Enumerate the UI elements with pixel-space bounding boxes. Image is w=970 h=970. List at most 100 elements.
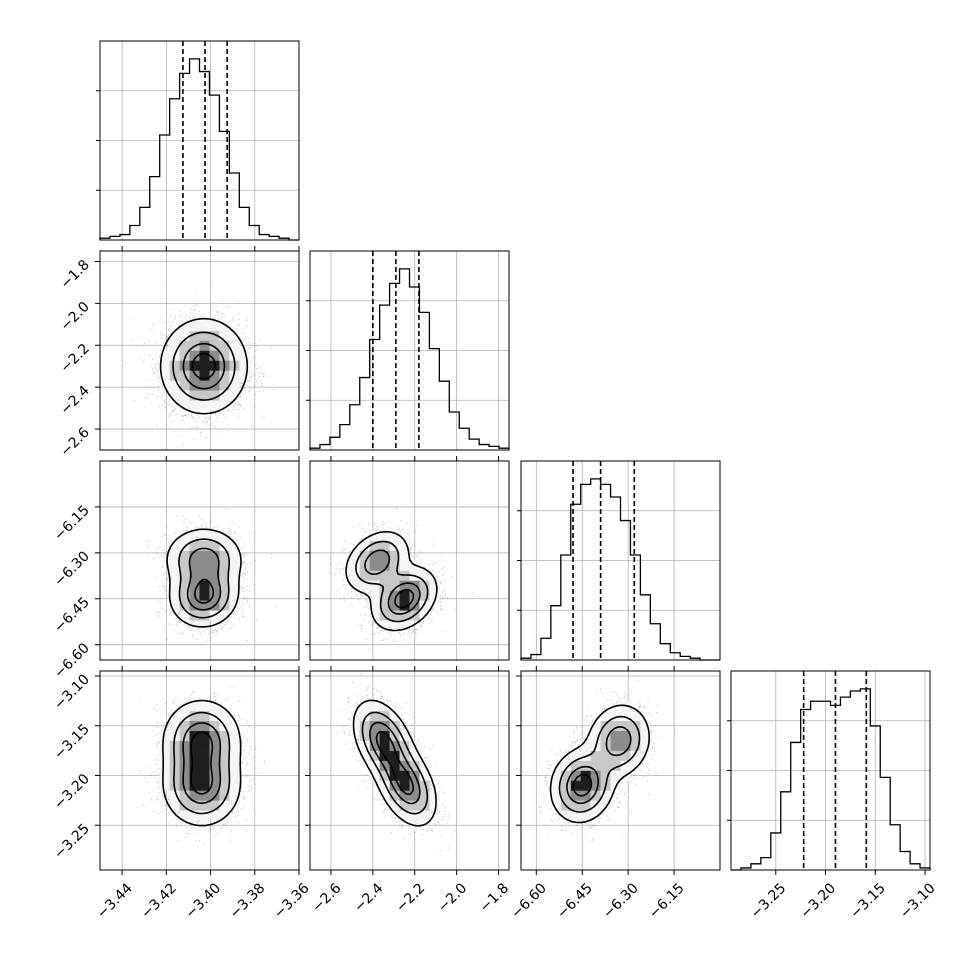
y-tick-label: −2.6	[57, 425, 92, 460]
density-cell	[359, 570, 370, 581]
density-cell	[630, 740, 641, 751]
density-cell	[179, 700, 190, 712]
density-cell	[399, 770, 410, 781]
density-cell	[219, 320, 230, 331]
density-cell	[379, 700, 390, 712]
density-cell	[429, 580, 440, 591]
density-cell	[169, 560, 180, 571]
density-cell	[199, 700, 210, 712]
density-cell	[640, 740, 651, 751]
density-cell	[209, 700, 220, 712]
density-cell	[610, 720, 621, 731]
contour-line	[162, 699, 242, 827]
density-cell	[389, 620, 400, 631]
density-cell	[419, 770, 430, 781]
density-cell	[209, 730, 220, 741]
contour-line	[190, 731, 214, 795]
x-tick-label: −3.40	[183, 880, 225, 922]
density-cell	[189, 330, 200, 341]
density-cell	[179, 600, 190, 611]
density-cell	[389, 790, 400, 801]
density-cell	[209, 770, 220, 781]
density-cell	[199, 380, 210, 391]
density-cell	[189, 370, 200, 381]
density-cell	[209, 720, 220, 731]
density-cell	[179, 350, 190, 361]
density-cell	[419, 800, 430, 811]
density-cell	[189, 320, 200, 331]
density-cell	[570, 760, 581, 771]
contour-line	[172, 331, 236, 401]
density-cell	[189, 790, 200, 801]
density-cell	[610, 740, 621, 751]
contour-line	[572, 773, 593, 797]
density-cell	[379, 780, 390, 791]
density-cell	[179, 780, 190, 791]
density-cell	[409, 750, 420, 761]
density-cell	[179, 320, 190, 331]
density-cell	[209, 400, 220, 411]
contour-line	[166, 528, 242, 628]
density-layer	[125, 283, 275, 446]
contour-line	[186, 547, 222, 611]
density-cell	[620, 720, 631, 731]
density-cell	[159, 770, 170, 781]
density-cell	[209, 780, 220, 791]
density-cell	[169, 710, 180, 722]
density-cell	[550, 800, 562, 811]
density-cell	[209, 540, 220, 551]
density-cell	[199, 600, 210, 611]
density-cell	[349, 580, 361, 591]
density-cell	[359, 700, 370, 712]
density-cell	[159, 780, 170, 791]
density-cell	[199, 790, 210, 801]
density-cell	[379, 540, 390, 551]
density-cell	[369, 530, 380, 541]
y-tick-label: −2.2	[57, 341, 92, 376]
contour-line	[369, 721, 421, 805]
density-cell	[169, 740, 180, 751]
density-cell	[399, 730, 410, 741]
density-cell	[199, 730, 210, 741]
density-cell	[379, 550, 390, 561]
density-cell	[229, 740, 240, 751]
density-cell	[389, 570, 400, 581]
density-cell	[620, 740, 631, 751]
density-cell	[570, 750, 581, 761]
density-cell	[229, 600, 240, 611]
density-cell	[189, 540, 200, 551]
density-cell	[600, 800, 611, 811]
density-cell	[600, 710, 611, 722]
density-cell	[610, 770, 621, 781]
density-cell	[169, 790, 180, 801]
density-cell	[199, 750, 210, 761]
density-cell	[189, 720, 200, 731]
histogram-panel-0	[96, 40, 300, 241]
density-cell	[229, 720, 240, 731]
density-cell	[209, 760, 220, 771]
density-cell	[209, 330, 220, 341]
density-cell	[379, 590, 390, 601]
density-cell	[189, 600, 200, 611]
density-cell	[369, 570, 380, 581]
density-cell	[219, 340, 230, 351]
density-cell	[620, 710, 631, 722]
density-cell	[399, 620, 410, 631]
density-cell	[179, 740, 190, 751]
density-cell	[229, 730, 240, 741]
density-cell	[199, 810, 210, 821]
density-cell	[219, 800, 230, 811]
density-cell	[590, 790, 601, 801]
contour-line	[173, 711, 231, 815]
density-cell	[199, 330, 210, 341]
density-cell	[169, 590, 180, 601]
density-cell	[179, 550, 190, 561]
density-cell	[389, 610, 400, 621]
density-cell	[359, 540, 370, 551]
density-cell	[369, 710, 380, 722]
density-cell	[560, 780, 572, 791]
density-cell	[219, 390, 230, 401]
density-cell	[429, 790, 440, 801]
axes-frame	[309, 250, 510, 451]
density-layer	[328, 508, 473, 650]
